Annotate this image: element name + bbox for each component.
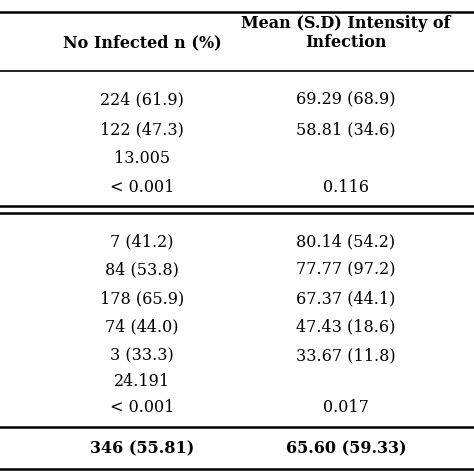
Text: 3 (33.3): 3 (33.3) — [110, 347, 174, 364]
Text: 178 (65.9): 178 (65.9) — [100, 290, 184, 307]
Text: 7 (41.2): 7 (41.2) — [110, 233, 174, 250]
Text: 58.81 (34.6): 58.81 (34.6) — [296, 122, 396, 139]
Text: 33.67 (11.8): 33.67 (11.8) — [296, 347, 396, 364]
Text: < 0.001: < 0.001 — [110, 399, 174, 416]
Text: 77.77 (97.2): 77.77 (97.2) — [296, 262, 396, 279]
Text: 24.191: 24.191 — [114, 373, 170, 390]
Text: 122 (47.3): 122 (47.3) — [100, 122, 184, 139]
Text: 224 (61.9): 224 (61.9) — [100, 91, 184, 108]
Text: < 0.001: < 0.001 — [110, 179, 174, 196]
Text: 0.116: 0.116 — [323, 179, 369, 196]
Text: 65.60 (59.33): 65.60 (59.33) — [286, 441, 406, 458]
Text: 84 (53.8): 84 (53.8) — [105, 262, 179, 279]
Text: No Infected n (%): No Infected n (%) — [63, 34, 221, 51]
Text: 346 (55.81): 346 (55.81) — [90, 441, 194, 458]
Text: Mean (S.D) Intensity of
Infection: Mean (S.D) Intensity of Infection — [241, 15, 451, 52]
Text: 74 (44.0): 74 (44.0) — [105, 319, 179, 336]
Text: 0.017: 0.017 — [323, 399, 369, 416]
Text: 13.005: 13.005 — [114, 150, 170, 167]
Text: 69.29 (68.9): 69.29 (68.9) — [296, 91, 396, 108]
Text: 47.43 (18.6): 47.43 (18.6) — [296, 319, 396, 336]
Text: 80.14 (54.2): 80.14 (54.2) — [296, 233, 396, 250]
Text: 67.37 (44.1): 67.37 (44.1) — [296, 290, 396, 307]
